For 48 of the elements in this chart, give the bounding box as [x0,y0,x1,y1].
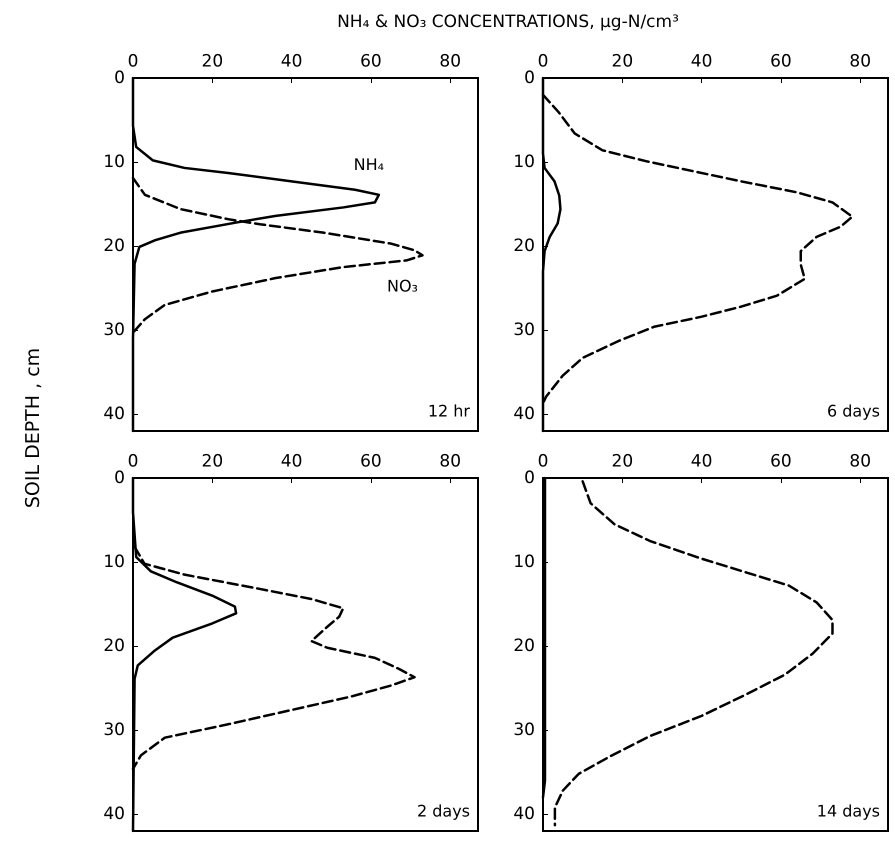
x-tick-label: 40 [690,452,712,472]
x-tick-label: 80 [439,52,462,72]
y-tick-label: 30 [513,320,535,340]
x-tick-label: 60 [770,52,792,72]
y-tick-label: 20 [513,636,535,656]
y-tick-label: 40 [513,404,535,424]
y-tick-label: 0 [524,68,535,88]
y-tick-label: 10 [103,152,125,172]
x-tick-label: 80 [849,452,872,472]
annotation: 12 hr [428,402,470,420]
y-tick-label: 0 [114,68,125,88]
y-tick-label: 30 [103,720,125,740]
series-label: NH₄ [354,154,384,174]
y-tick-label: 40 [103,804,125,824]
y-tick-label: 10 [513,152,535,172]
x-tick-label: 40 [280,52,302,72]
x-tick-label: 20 [201,52,224,72]
x-tick-label: 80 [439,452,462,472]
x-tick-label: 0 [538,452,548,472]
y-tick-label: 20 [103,236,125,256]
x-axis-title: NH₄ & NO₃ CONCENTRATIONS, μg-N/cm³ [336,12,680,32]
y-axis-title: SOIL DEPTH , cm [22,348,44,508]
x-tick-label: 0 [128,452,138,472]
y-tick-label: 10 [513,552,535,572]
x-tick-label: 60 [360,52,382,72]
y-tick-label: 40 [513,804,535,824]
series-label: NO₃ [386,276,418,296]
annotation: 6 days [826,402,880,420]
x-tick-label: 40 [280,452,302,472]
annotation: 2 days [416,802,470,820]
y-tick-label: 20 [513,236,535,256]
y-tick-label: 0 [524,468,535,488]
x-tick-label: 80 [849,52,872,72]
x-tick-label: 40 [690,52,712,72]
y-tick-label: 30 [103,320,125,340]
y-tick-label: 10 [103,552,125,572]
x-tick-label: 20 [201,452,224,472]
x-tick-label: 0 [538,52,548,72]
y-tick-label: 40 [103,404,125,424]
x-tick-label: 60 [360,452,382,472]
y-tick-label: 20 [103,636,125,656]
annotation: 14 days [816,802,880,820]
x-tick-label: 20 [611,52,634,72]
x-tick-label: 60 [770,452,792,472]
y-tick-label: 0 [114,468,125,488]
x-tick-label: 0 [128,52,138,72]
y-tick-label: 30 [513,720,535,740]
x-tick-label: 20 [611,452,634,472]
